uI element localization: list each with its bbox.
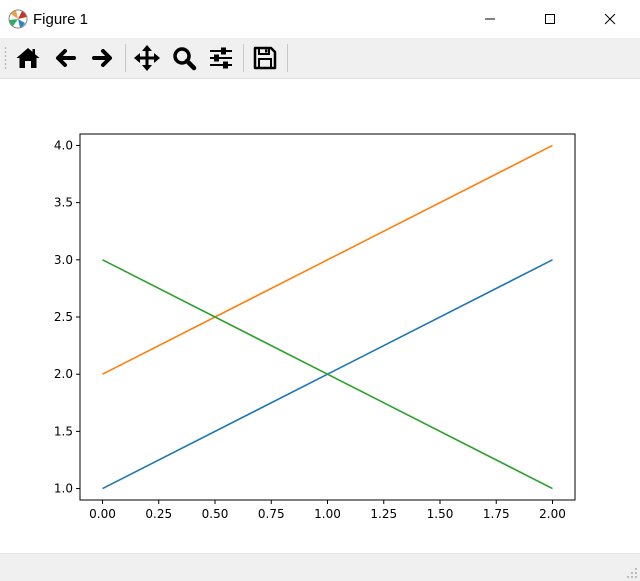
- y-tick-label: 3.5: [54, 196, 73, 210]
- close-icon: [604, 13, 616, 25]
- x-tick-label: 0.75: [258, 507, 285, 521]
- configure-subplots-button[interactable]: [205, 42, 237, 74]
- maximize-icon: [545, 14, 555, 24]
- x-tick-label: 1.25: [370, 507, 397, 521]
- x-tick-label: 1.50: [427, 507, 454, 521]
- status-bar: [0, 553, 640, 581]
- x-tick-label: 0.25: [145, 507, 172, 521]
- magnifier-icon: [173, 47, 197, 71]
- x-tick-label: 1.00: [314, 507, 341, 521]
- y-tick-label: 4.0: [54, 138, 73, 152]
- zoom-button[interactable]: [168, 42, 200, 74]
- x-tick-label: 2.00: [539, 507, 566, 521]
- window-title: Figure 1: [33, 11, 89, 28]
- navigation-toolbar: [0, 38, 640, 79]
- x-tick-label: 0.00: [89, 507, 116, 521]
- plot-lines: [102, 144, 553, 490]
- minimize-button[interactable]: [467, 0, 513, 38]
- arrow-right-icon: [92, 49, 112, 67]
- matplotlib-logo-icon: [8, 9, 28, 29]
- toolbar-separator: [287, 44, 288, 72]
- close-button[interactable]: [587, 0, 633, 38]
- toolbar-separator: [243, 44, 244, 72]
- forward-button[interactable]: [86, 42, 118, 74]
- home-button[interactable]: [12, 42, 44, 74]
- x-tick-label: 0.50: [202, 507, 229, 521]
- y-tick-label: 1.5: [54, 424, 73, 438]
- back-button[interactable]: [50, 42, 82, 74]
- toolbar-grip-icon[interactable]: [4, 46, 7, 70]
- maximize-button[interactable]: [527, 0, 573, 38]
- y-tick-label: 2.0: [54, 367, 73, 381]
- figure-canvas[interactable]: 0.00 0.25 0.50 0.75 1.00 1.25 1.50 1.75 2.00 1.0…: [0, 79, 640, 553]
- resize-grip-icon[interactable]: [626, 567, 638, 579]
- y-tick-label: 2.5: [54, 310, 73, 324]
- title-bar: Figure 1: [0, 0, 640, 38]
- series-line-2: [102, 144, 553, 375]
- y-tick-label: 3.0: [54, 253, 73, 267]
- floppy-disk-icon: [253, 46, 277, 70]
- sliders-icon: [210, 47, 232, 69]
- axes-frame: [79, 133, 576, 501]
- y-axis: 1.0 1.5 2.0 2.5 3.0 3.5 4.0: [54, 138, 80, 496]
- x-axis: 0.00 0.25 0.50 0.75 1.00 1.25 1.50 1.75 2.00: [89, 500, 566, 521]
- line-chart: 0.00 0.25 0.50 0.75 1.00 1.25 1.50 1.75 2.00 1.0…: [54, 133, 576, 521]
- y-tick-label: 1.0: [54, 482, 73, 496]
- move-icon: [134, 45, 160, 71]
- x-tick-label: 1.75: [483, 507, 510, 521]
- pan-button[interactable]: [131, 42, 163, 74]
- series-line-3: [102, 259, 553, 490]
- home-icon: [16, 48, 40, 68]
- minimize-icon: [485, 18, 495, 20]
- arrow-left-icon: [56, 49, 76, 67]
- save-button[interactable]: [249, 42, 281, 74]
- toolbar-separator: [125, 44, 126, 72]
